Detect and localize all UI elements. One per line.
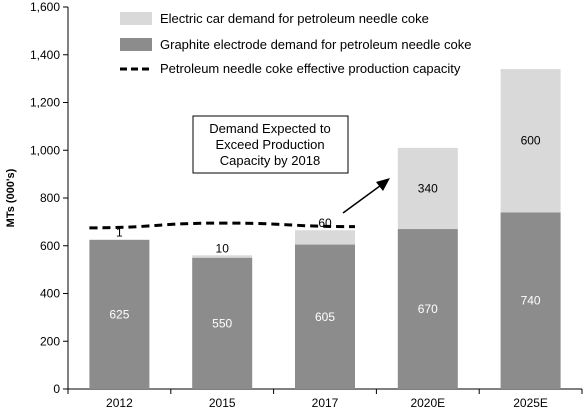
data-label-graphite: 670 [418,302,438,316]
y-tick-label: 0 [53,382,60,396]
legend-swatch-graphite [120,38,152,51]
chart-bars: 625 1 550 10 605 60 670 340 740 600 [89,69,561,389]
y-tick-label: 800 [40,191,60,205]
legend-swatch-electric-car [120,12,152,25]
data-label-graphite: 550 [212,316,232,330]
callout-arrow-head [376,178,390,191]
data-label-electric-car: 60 [318,216,332,230]
bar-graphite-electrode [397,229,458,389]
data-label-graphite: 625 [109,307,129,321]
bar-graphite-electrode [192,257,253,389]
callout-arrow-shaft [342,182,385,214]
callout-text-line: Capacity by 2018 [220,153,320,168]
x-tick-label: 2025E [513,396,548,410]
chart-legend: Electric car demand for petroleum needle… [120,11,471,76]
chart-axes: 0 200 400 600 800 1,000 1,200 1,400 1,600 2012 201… [5,0,583,410]
data-label-graphite: 740 [521,294,541,308]
bar-graphite-electrode [89,239,150,389]
bar-electric-car [295,230,355,245]
y-axis-title: MTs (000's) [5,168,17,227]
callout-text-line: Exceed Production [215,137,324,152]
legend-label-graphite: Graphite electrode demand for petroleum … [160,37,471,52]
legend-label-electric-car: Electric car demand for petroleum needle… [160,11,429,26]
x-tick-label: 2020E [410,396,445,410]
data-label-electric-car: 10 [216,241,230,255]
y-tick-label: 1,600 [30,0,60,14]
y-tick-label: 1,200 [30,96,60,110]
bar-electric-car [397,147,458,230]
capacity-dashed-line [89,221,356,230]
y-tick-label: 600 [40,239,60,253]
data-label-electric-car: 600 [521,134,541,148]
capacity-line [89,221,356,230]
callout-box [192,115,349,174]
bar-graphite-electrode [295,244,355,389]
legend-label-capacity: Petroleum needle coke effective producti… [160,61,461,76]
y-tick-label: 200 [40,334,60,348]
x-tick-label: 2015 [209,396,236,410]
y-tick-label: 1,400 [30,48,60,62]
bar-electric-car [192,255,253,258]
x-tick-label: 2012 [106,396,133,410]
data-label-electric-car: 340 [418,181,438,195]
callout-text-line: Demand Expected to [209,121,330,136]
x-tick-label: 2017 [312,396,339,410]
data-label-electric-car: 1 [116,226,123,240]
data-label-graphite: 605 [315,310,335,324]
y-tick-label: 400 [40,287,60,301]
y-tick-label: 1,000 [30,143,60,157]
bar-graphite-electrode [500,212,561,389]
bar-electric-car [500,69,561,213]
